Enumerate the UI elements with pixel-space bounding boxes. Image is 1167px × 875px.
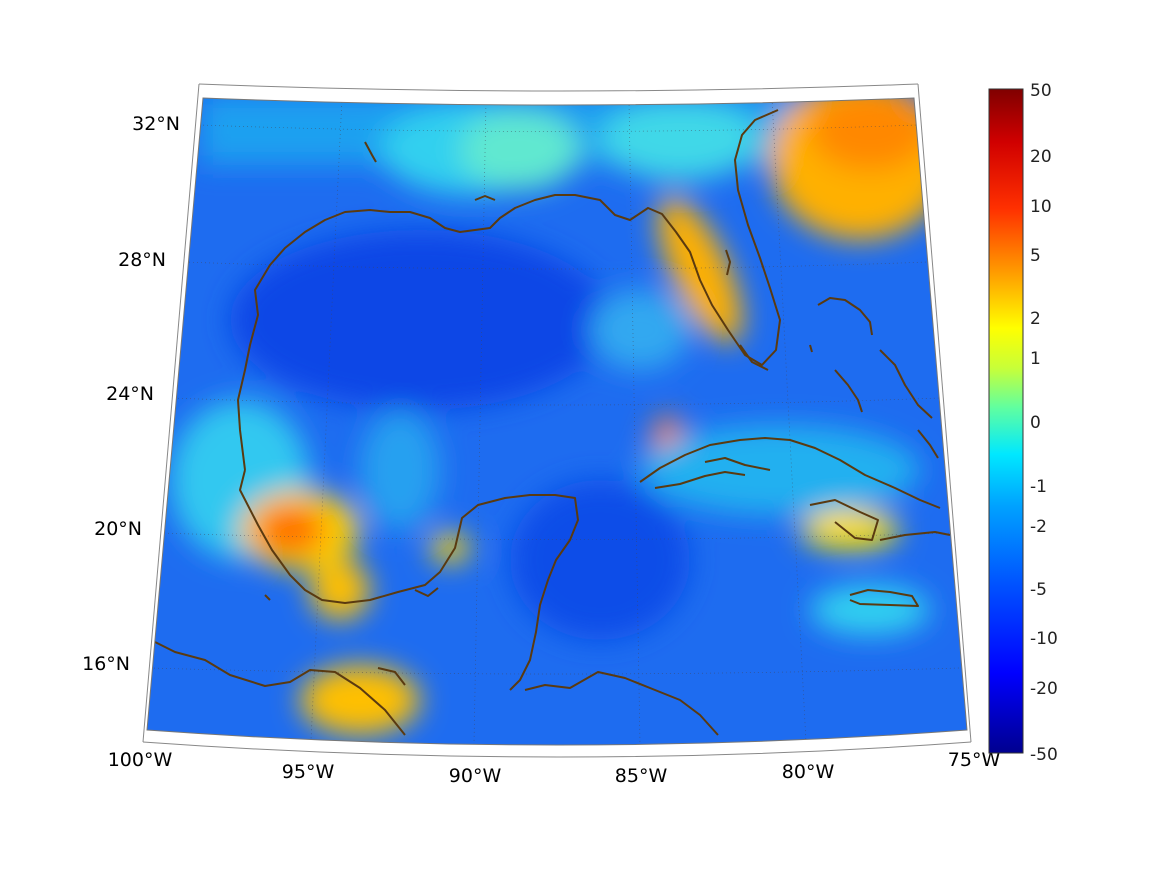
colorbar: 50 20 10 5 2 1 0 -1 -2 -5 -10 -20 -50	[988, 81, 1058, 765]
cb-label: 5	[1030, 246, 1041, 266]
cb-label: -50	[1030, 745, 1058, 765]
lat-label-24: 24°N	[106, 383, 154, 405]
lon-label-100w: 100°W	[108, 749, 173, 771]
lat-label-28: 28°N	[118, 249, 166, 271]
cb-label: -10	[1030, 629, 1058, 649]
cb-label: 10	[1030, 197, 1052, 217]
lon-label-80w: 80°W	[782, 761, 835, 783]
cb-label: -5	[1030, 580, 1047, 600]
lat-label-32: 32°N	[132, 113, 180, 135]
cb-label: -1	[1030, 477, 1047, 497]
cb-label: -2	[1030, 517, 1047, 537]
cb-label: 2	[1030, 309, 1041, 329]
graticule	[149, 98, 961, 745]
latitude-labels: 32°N 28°N 24°N 20°N 16°N	[82, 113, 180, 675]
lon-label-95w: 95°W	[282, 761, 335, 783]
colorbar-labels: 50 20 10 5 2 1 0 -1 -2 -5 -10 -20 -50	[1030, 81, 1058, 765]
colorbar-gradient	[988, 88, 1024, 754]
longitude-labels: 100°W 95°W 90°W 85°W 80°W 75°W	[108, 749, 1001, 787]
coastline	[154, 109, 951, 736]
cb-label: 0	[1030, 413, 1041, 433]
cb-label: 20	[1030, 147, 1052, 167]
lon-label-75w: 75°W	[948, 749, 1001, 771]
lat-label-16: 16°N	[82, 653, 130, 675]
cb-label: -20	[1030, 679, 1058, 699]
lon-label-90w: 90°W	[449, 765, 502, 787]
map-field	[147, 98, 967, 745]
lat-label-20: 20°N	[94, 518, 142, 540]
cb-label: 1	[1030, 349, 1041, 369]
cb-label: 50	[1030, 81, 1052, 101]
lon-label-85w: 85°W	[615, 765, 668, 787]
